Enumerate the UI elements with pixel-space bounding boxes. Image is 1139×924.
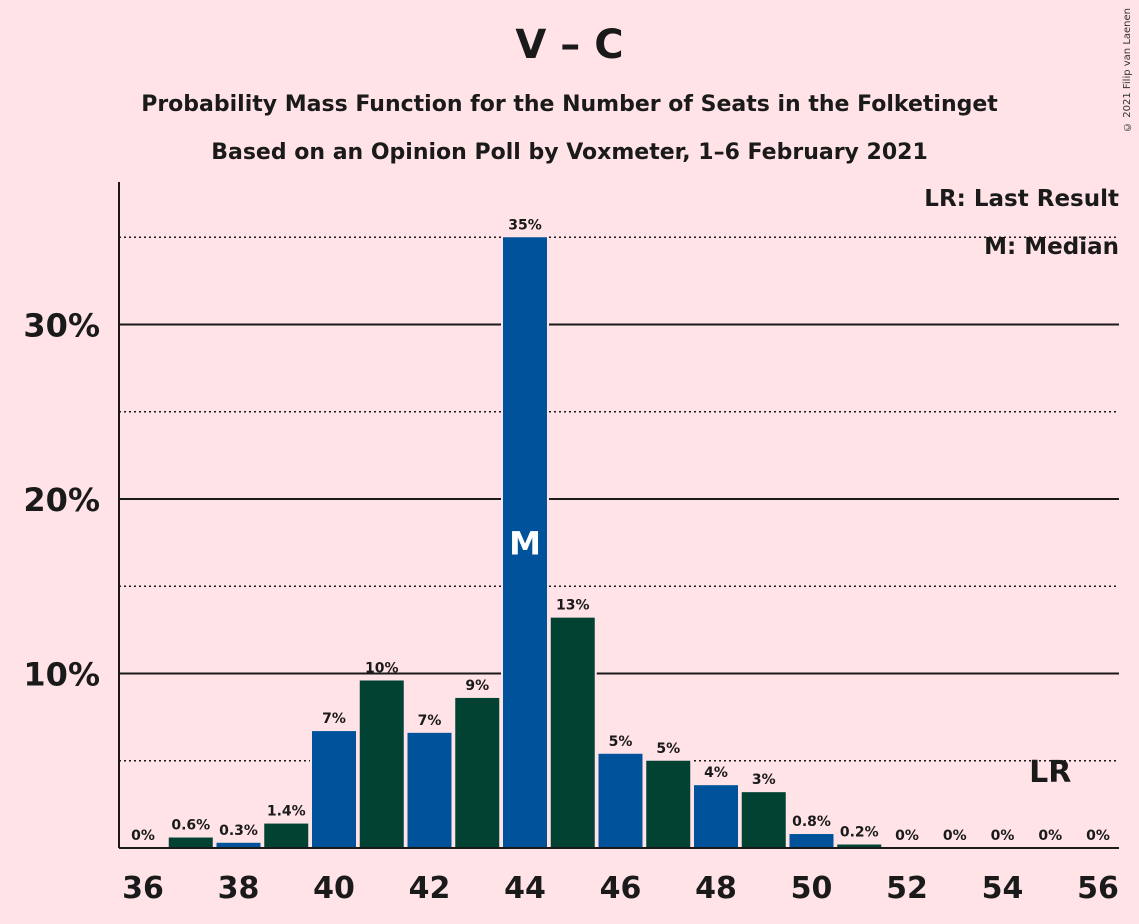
x-tick-label: 42 xyxy=(409,871,451,906)
x-tick-label: 56 xyxy=(1077,871,1119,906)
x-tick-label: 52 xyxy=(886,871,928,906)
x-tick-label: 46 xyxy=(600,871,642,906)
data-label-seats-54: 0% xyxy=(991,828,1015,844)
data-label-seats-39: 1.4% xyxy=(267,804,306,820)
data-label-seats-40: 7% xyxy=(322,711,346,727)
bar-seats-38 xyxy=(216,842,261,848)
bar-seats-44 xyxy=(503,237,547,848)
bar-seats-48 xyxy=(694,785,738,848)
data-label-seats-51: 0.2% xyxy=(840,825,879,841)
x-tick-label: 44 xyxy=(504,871,546,906)
data-label-seats-46: 5% xyxy=(609,734,633,750)
data-label-seats-56: 0% xyxy=(1086,828,1110,844)
bar-seats-42 xyxy=(407,732,452,848)
x-tick-label: 50 xyxy=(791,871,833,906)
chart-subtitle-source: Based on an Opinion Poll by Voxmeter, 1–… xyxy=(211,140,928,165)
data-label-seats-43: 9% xyxy=(465,678,489,694)
x-tick-label: 54 xyxy=(982,871,1024,906)
bar-seats-46 xyxy=(598,753,643,848)
data-label-seats-38: 0.3% xyxy=(219,823,258,839)
bar-seats-43 xyxy=(455,697,500,848)
data-label-seats-36: 0% xyxy=(131,828,155,844)
data-label-seats-41: 10% xyxy=(365,660,399,676)
data-label-seats-53: 0% xyxy=(943,828,967,844)
data-label-seats-55: 0% xyxy=(1038,828,1062,844)
bar-seats-47 xyxy=(646,760,691,848)
data-label-seats-42: 7% xyxy=(418,713,442,729)
data-label-seats-47: 5% xyxy=(656,741,680,757)
y-tick-label: 10% xyxy=(23,656,100,694)
data-label-seats-44: 35% xyxy=(508,217,542,233)
median-marker: M xyxy=(509,525,541,563)
y-tick-label: 20% xyxy=(23,481,100,519)
bar-seats-40 xyxy=(312,731,356,848)
bar-seats-51 xyxy=(837,844,882,848)
bar-seats-45 xyxy=(550,617,595,848)
legend-last-result: LR: Last Result xyxy=(924,186,1119,212)
last-result-marker: LR xyxy=(1029,755,1071,790)
data-label-seats-45: 13% xyxy=(556,598,590,614)
y-tick-label: 30% xyxy=(23,307,100,345)
chart-subtitle: Probability Mass Function for the Number… xyxy=(141,92,998,117)
legend-median: M: Median xyxy=(984,234,1119,260)
bar-seats-49 xyxy=(741,792,786,848)
data-label-seats-52: 0% xyxy=(895,828,919,844)
chart-title: V – C xyxy=(515,22,624,68)
data-label-seats-49: 3% xyxy=(752,772,776,788)
bar-seats-39 xyxy=(264,823,309,848)
bar-seats-41 xyxy=(359,680,404,848)
data-label-seats-37: 0.6% xyxy=(171,818,210,834)
x-tick-label: 48 xyxy=(695,871,737,906)
data-label-seats-48: 4% xyxy=(704,765,728,781)
x-tick-label: 36 xyxy=(122,871,164,906)
bar-seats-37 xyxy=(168,837,213,848)
bar-seats-50 xyxy=(789,834,834,848)
data-label-seats-50: 0.8% xyxy=(792,814,831,830)
x-tick-label: 40 xyxy=(313,871,355,906)
x-tick-label: 38 xyxy=(218,871,260,906)
